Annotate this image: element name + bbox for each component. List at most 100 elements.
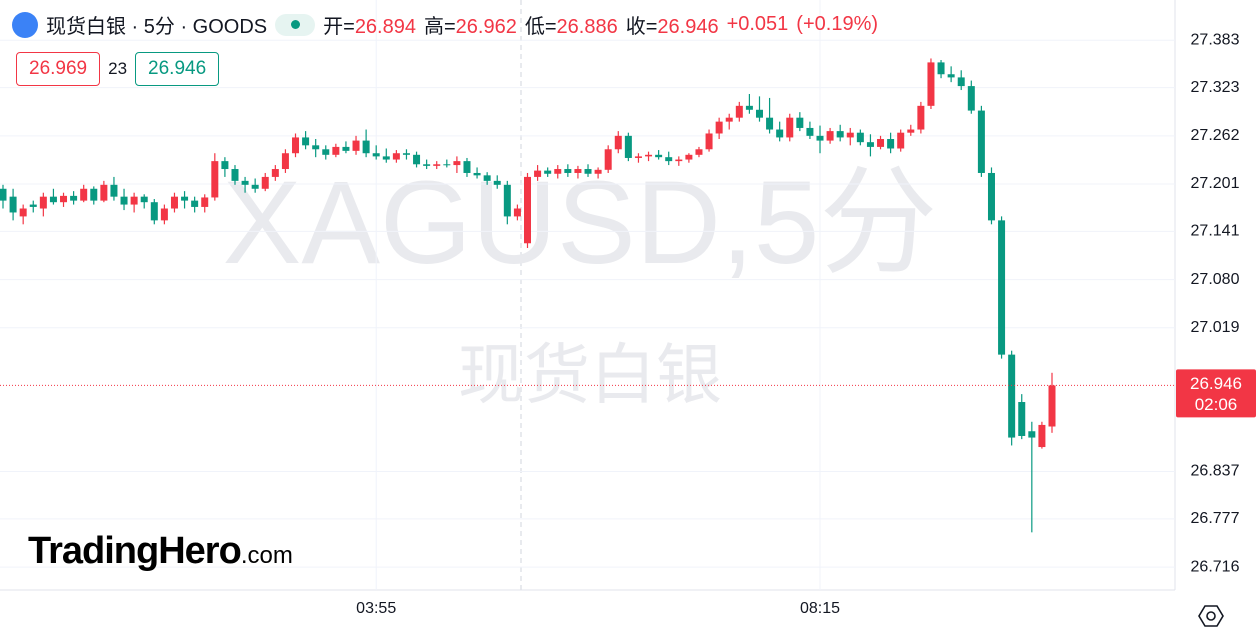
- candle-body: [140, 196, 148, 203]
- candle-body: [312, 145, 320, 150]
- candle-body: [917, 105, 925, 130]
- candle-body: [634, 156, 642, 158]
- candle-body: [181, 196, 189, 201]
- x-tick-label: 08:15: [800, 600, 840, 617]
- candle-body: [655, 154, 663, 158]
- candle-body: [957, 77, 965, 87]
- candle-body: [100, 184, 108, 201]
- candle-body: [483, 175, 491, 181]
- x-tick-label: 03:55: [356, 600, 396, 617]
- header: 现货白银 · 5分 · GOODS 开=26.894 高=26.962 低=26…: [12, 10, 878, 39]
- candle-body: [584, 169, 592, 174]
- candle-body: [604, 149, 612, 170]
- candle-body: [443, 164, 451, 166]
- y-tick-label: 26.716: [1191, 558, 1240, 575]
- candle-body: [887, 139, 895, 149]
- candle-body: [564, 169, 572, 173]
- candle-body: [191, 200, 199, 207]
- candle-body: [816, 135, 824, 141]
- candle-body: [675, 159, 683, 162]
- logo-name: TradingHero: [28, 530, 242, 572]
- candle-body: [715, 121, 723, 134]
- candle-body: [624, 135, 632, 158]
- candle-body: [29, 204, 37, 207]
- candle-body: [614, 135, 622, 150]
- candle-body: [503, 184, 511, 217]
- change-pct: (+0.19%): [796, 13, 879, 35]
- candle-body: [150, 202, 158, 221]
- candle-body: [170, 196, 178, 209]
- candle-body: [846, 132, 854, 138]
- candle-body: [423, 164, 431, 166]
- candle-body: [201, 197, 209, 207]
- y-tick-label: 27.019: [1191, 319, 1240, 336]
- candle-body: [826, 131, 834, 141]
- candle-body: [221, 161, 229, 170]
- candle-body: [907, 129, 915, 133]
- candle-body: [513, 208, 521, 217]
- candle-body: [251, 184, 259, 189]
- candle-body: [130, 196, 138, 205]
- candle-body: [695, 149, 703, 155]
- candle-body: [342, 146, 350, 151]
- y-tick-label: 27.080: [1191, 271, 1240, 288]
- candle-body: [352, 140, 360, 151]
- open-label: 开=: [323, 16, 355, 38]
- candle-body: [1008, 354, 1016, 438]
- candle-body: [755, 109, 763, 118]
- candle-body: [1018, 402, 1026, 436]
- candle-body: [665, 157, 673, 162]
- status-pill[interactable]: [275, 13, 316, 36]
- candle-body: [49, 196, 57, 203]
- candle-body: [473, 172, 481, 176]
- candle-body: [645, 154, 653, 157]
- y-tick-label: 27.383: [1191, 31, 1240, 48]
- candle-body: [685, 154, 693, 160]
- candle-body: [836, 131, 844, 138]
- candle-body: [725, 117, 733, 122]
- buy-price[interactable]: 26.946: [135, 52, 220, 86]
- high-value: 26.962: [455, 16, 517, 38]
- candle-body: [80, 188, 88, 201]
- candle-body: [866, 142, 874, 147]
- candle-body: [735, 105, 743, 118]
- candle-body: [877, 139, 885, 147]
- title: 现货白银 · 5分 · GOODS: [46, 16, 268, 38]
- candle-body: [977, 110, 985, 173]
- candle-body: [1038, 424, 1046, 448]
- candle-body: [574, 169, 582, 173]
- settings-icon[interactable]: [1198, 603, 1224, 629]
- candle-body: [534, 170, 542, 177]
- candle-body: [413, 154, 421, 165]
- candle-body: [332, 146, 340, 155]
- candle-body: [987, 172, 995, 221]
- last-price-label: 26.946: [1190, 374, 1242, 393]
- close-label: 收=: [625, 16, 658, 38]
- grid: [0, 0, 1175, 590]
- candle-body: [463, 161, 471, 173]
- candle-body: [967, 86, 975, 111]
- sell-price[interactable]: 26.969: [16, 52, 101, 86]
- candle-body: [554, 169, 562, 174]
- y-tick-label: 27.201: [1191, 175, 1240, 192]
- candle-body: [766, 117, 774, 130]
- candle-body: [372, 153, 380, 157]
- countdown-label: 02:06: [1195, 395, 1238, 414]
- y-tick-label: 27.141: [1191, 223, 1240, 240]
- candle-body: [493, 180, 501, 185]
- candle-body: [998, 220, 1006, 355]
- candle-body: [120, 196, 128, 205]
- candle-body: [302, 137, 310, 146]
- y-tick-label: 27.323: [1191, 79, 1240, 96]
- candle-body: [261, 176, 269, 189]
- candle-body: [292, 137, 300, 154]
- candle-body: [90, 188, 98, 201]
- change: +0.051: [726, 13, 789, 35]
- candle-body: [947, 74, 955, 78]
- candle-body: [281, 153, 289, 170]
- candle-body: [1028, 431, 1036, 438]
- candle-body: [402, 153, 410, 155]
- candle-body: [705, 133, 713, 150]
